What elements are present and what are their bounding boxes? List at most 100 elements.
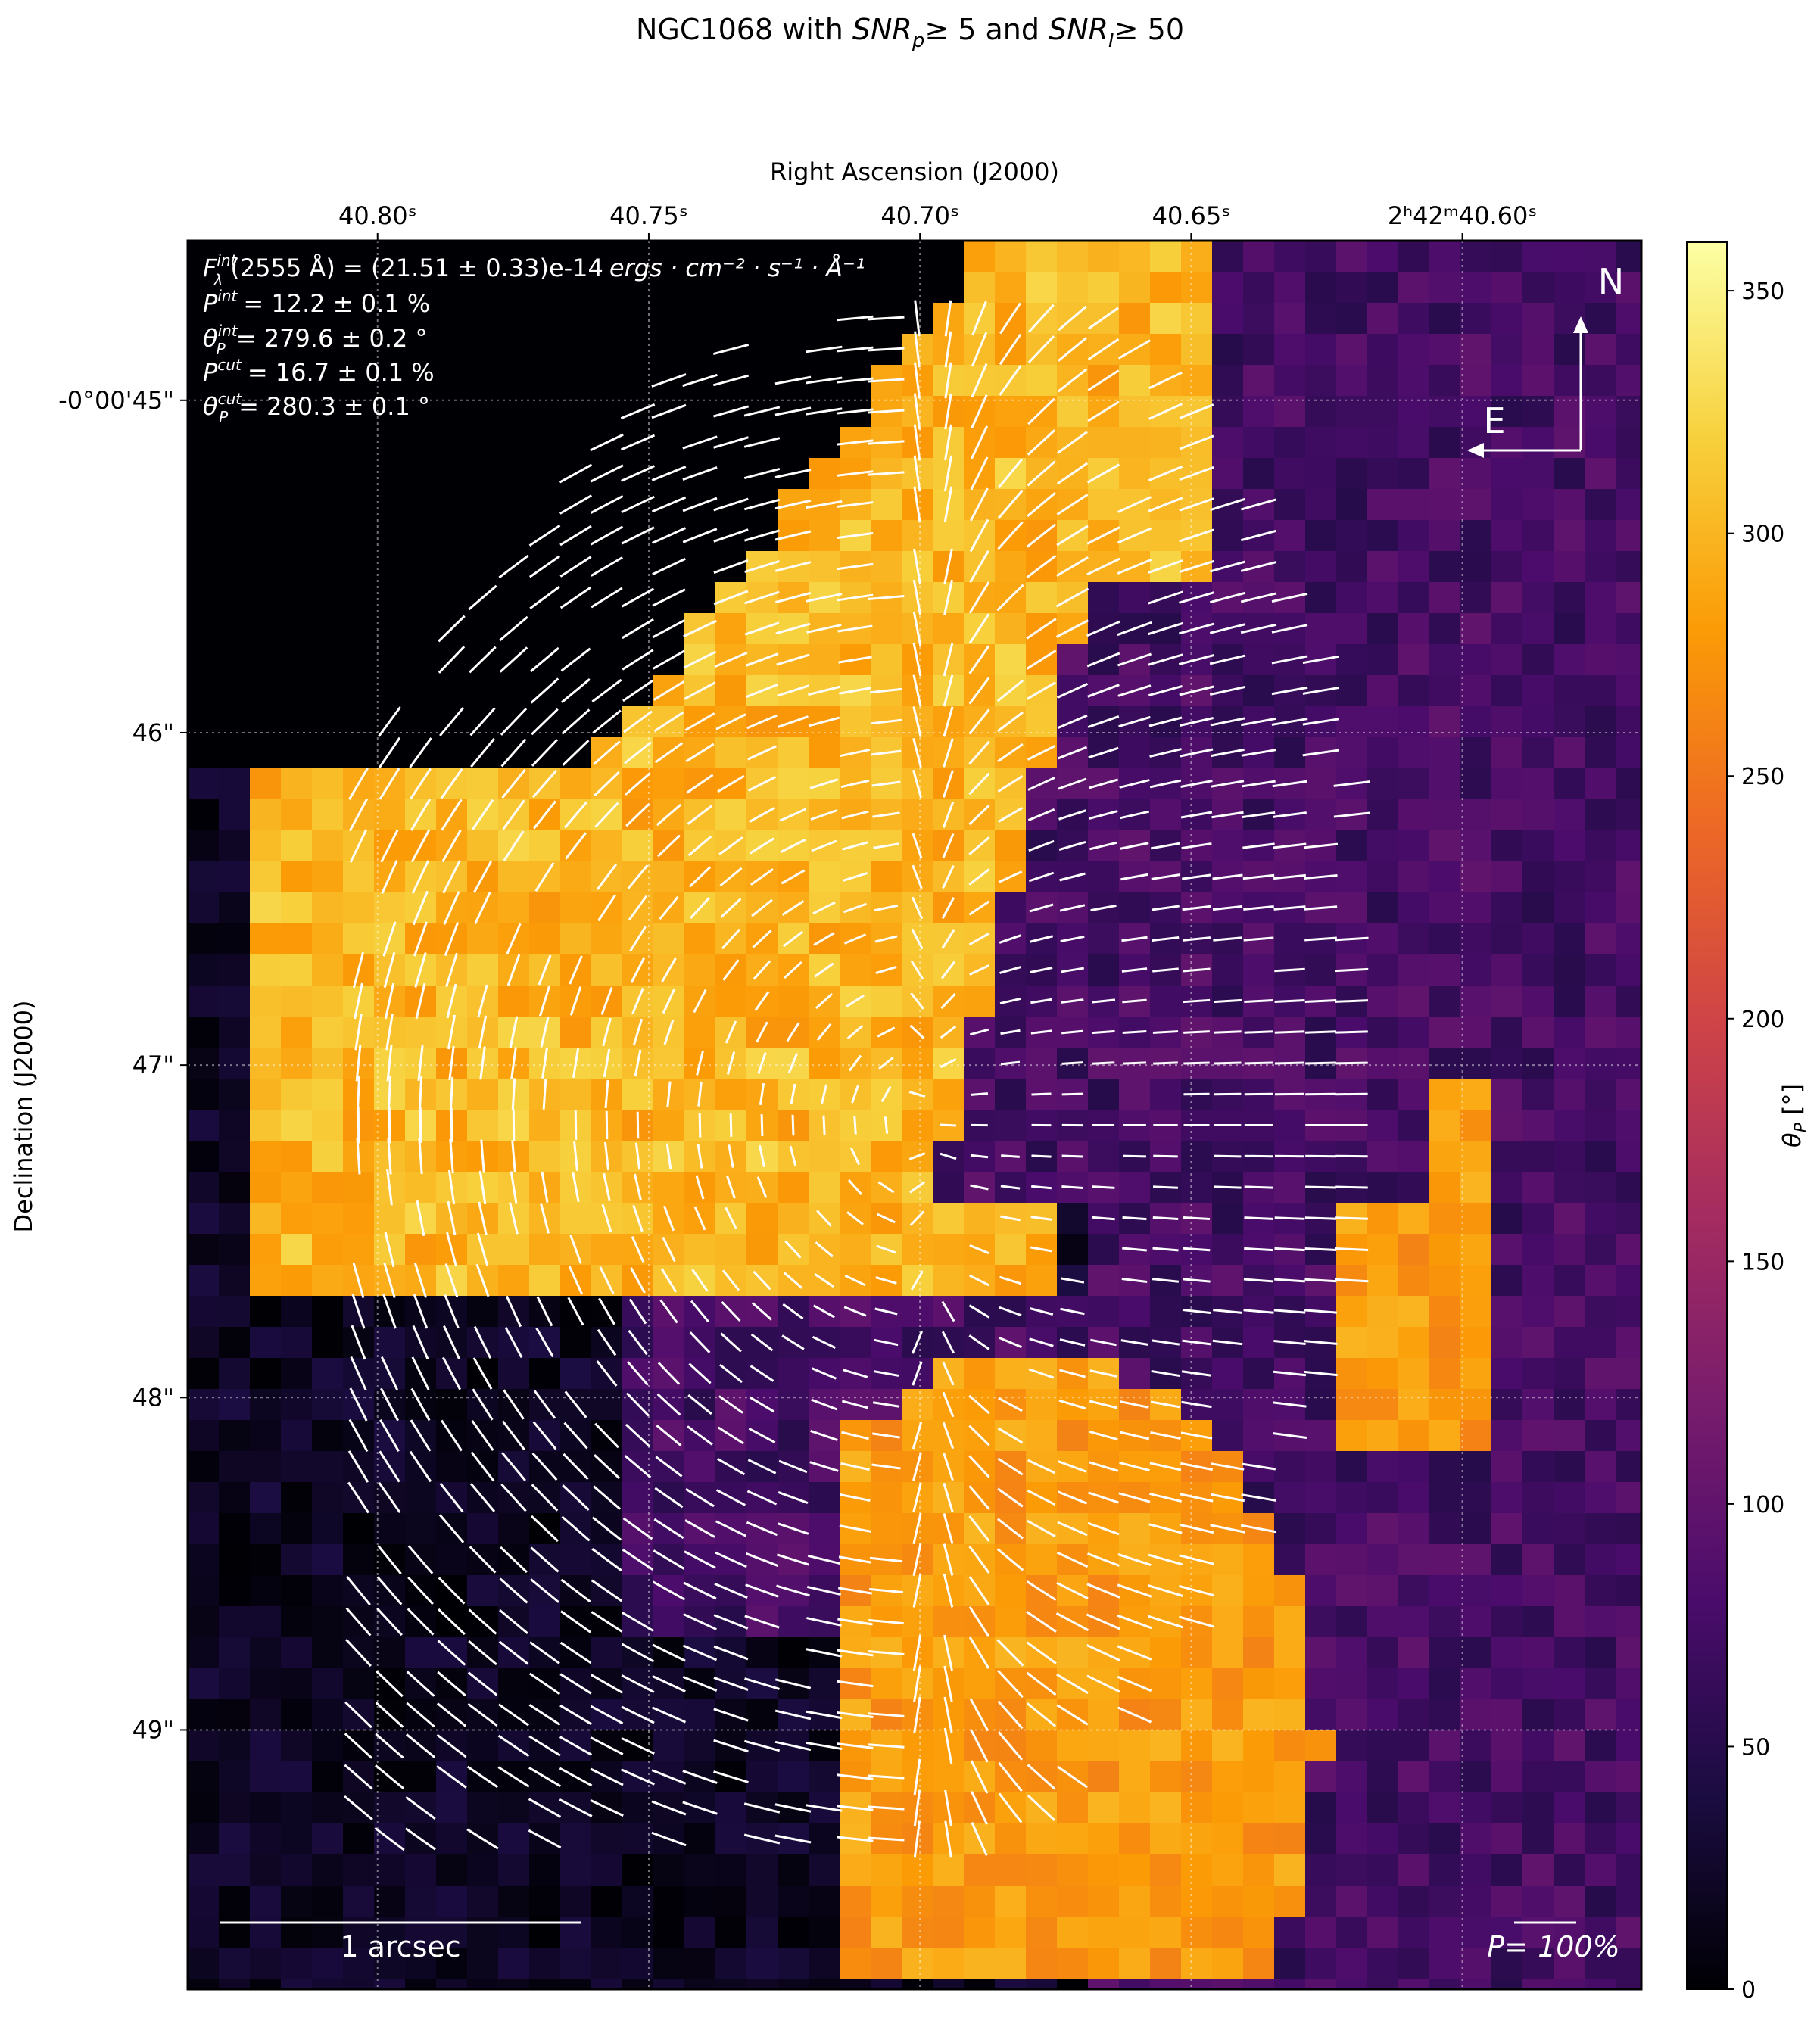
heatmap-cell bbox=[250, 1730, 281, 1761]
polarization-vector bbox=[940, 1025, 957, 1039]
p-cut-annotation: Pcut = 16.7 ± 0.1 % bbox=[203, 356, 435, 387]
heatmap-cell bbox=[250, 923, 281, 954]
polarization-vector bbox=[497, 1766, 530, 1788]
polarization-vector bbox=[1056, 1551, 1089, 1568]
polarization-vector bbox=[538, 954, 552, 986]
polarization-vector bbox=[721, 1269, 740, 1291]
heatmap-cell bbox=[902, 1048, 933, 1079]
heatmap-cell bbox=[1057, 1792, 1088, 1823]
heatmap-cell bbox=[1398, 1948, 1429, 1979]
polarization-vector bbox=[970, 1760, 989, 1794]
heatmap-cell bbox=[1429, 1203, 1460, 1234]
polarization-vector bbox=[417, 1045, 424, 1082]
heatmap-cell bbox=[1181, 1823, 1212, 1854]
heatmap-cell bbox=[560, 1823, 591, 1854]
heatmap-cell bbox=[1336, 1886, 1367, 1917]
polarization-vector bbox=[748, 1427, 776, 1444]
polarization-vector bbox=[1086, 526, 1120, 545]
heatmap-cell bbox=[1336, 1792, 1367, 1823]
heatmap-cell bbox=[1367, 1420, 1398, 1451]
polarization-vector bbox=[944, 1789, 952, 1826]
polarization-vector bbox=[809, 1461, 839, 1472]
polarization-vector bbox=[531, 708, 559, 736]
heatmap-cell bbox=[622, 1575, 653, 1606]
heatmap-cell bbox=[312, 1637, 343, 1668]
compass-east-arrowhead bbox=[1467, 443, 1484, 458]
heatmap-cell bbox=[560, 1017, 591, 1048]
polarization-vector bbox=[684, 681, 716, 700]
heatmap-cell bbox=[1585, 675, 1616, 706]
p-int-annotation: Pint = 12.2 ± 0.1 % bbox=[203, 287, 430, 318]
polarization-vector bbox=[569, 1235, 582, 1264]
polarization-vector bbox=[591, 556, 623, 577]
heatmap-cell bbox=[188, 1420, 219, 1451]
polarization-vector bbox=[868, 1805, 905, 1811]
polarization-vector bbox=[569, 986, 582, 1016]
heatmap-cell bbox=[1616, 1141, 1641, 1172]
heatmap-cell bbox=[1554, 1792, 1585, 1823]
heatmap-cell bbox=[1088, 1699, 1119, 1730]
polarization-vector bbox=[1182, 936, 1211, 942]
heatmap-cell bbox=[529, 923, 560, 954]
polarization-vector bbox=[781, 869, 806, 885]
polarization-vector bbox=[1120, 1400, 1149, 1409]
polarization-vector bbox=[562, 740, 590, 766]
heatmap-cell bbox=[312, 1389, 343, 1420]
polarization-vector bbox=[1056, 1704, 1089, 1726]
polarization-vector bbox=[1087, 684, 1120, 698]
polarization-vector bbox=[497, 1734, 530, 1758]
polarization-vector bbox=[500, 1483, 527, 1512]
polarization-vector bbox=[837, 1649, 874, 1657]
heatmap-cell bbox=[529, 1948, 560, 1979]
polarization-vector bbox=[1335, 1247, 1369, 1251]
heatmap-cell bbox=[1491, 675, 1522, 706]
heatmap-cell bbox=[1460, 1730, 1491, 1761]
polarization-vector bbox=[868, 1774, 905, 1780]
heatmap-cell bbox=[405, 1761, 436, 1792]
polarization-vector bbox=[790, 1083, 796, 1105]
heatmap-cell bbox=[1491, 1358, 1522, 1389]
x-tick-label: 40.80ˢ bbox=[338, 201, 417, 230]
polarization-vector bbox=[968, 772, 990, 796]
polarization-vector bbox=[940, 1152, 957, 1160]
polarization-vector bbox=[759, 1082, 765, 1106]
polarization-vector bbox=[1121, 967, 1148, 973]
polarization-vector bbox=[914, 362, 921, 399]
heatmap-cell bbox=[1522, 613, 1554, 644]
polarization-vector bbox=[531, 1515, 559, 1543]
heatmap-cell bbox=[1616, 1017, 1641, 1048]
heatmap-cell bbox=[281, 1730, 312, 1761]
polarization-vector bbox=[713, 497, 749, 512]
polarization-vector bbox=[1086, 1552, 1120, 1567]
heatmap-cell bbox=[1429, 582, 1460, 613]
polarization-vector bbox=[653, 1518, 684, 1540]
vector-scale: P= 100% bbox=[1487, 1921, 1620, 1963]
heatmap-cell bbox=[1367, 1948, 1398, 1979]
polarization-vector bbox=[777, 684, 809, 697]
heatmap-cell bbox=[1554, 1637, 1585, 1668]
polarization-vector bbox=[912, 1361, 923, 1386]
heatmap-cell bbox=[467, 1917, 498, 1948]
heatmap-cell bbox=[1460, 1575, 1491, 1606]
heatmap-cell bbox=[1274, 365, 1305, 396]
heatmap-cell bbox=[1398, 1606, 1429, 1637]
y-tick-label: 48" bbox=[132, 1383, 174, 1412]
heatmap-cell bbox=[1243, 644, 1274, 675]
heatmap-cell bbox=[219, 1792, 250, 1823]
polarization-vector bbox=[1092, 1185, 1115, 1189]
polarization-vector bbox=[596, 1360, 618, 1387]
polarization-vector bbox=[594, 1422, 619, 1449]
polarization-vector bbox=[1086, 557, 1120, 576]
heatmap-cell bbox=[1274, 1917, 1305, 1948]
heatmap-cell bbox=[809, 1048, 840, 1079]
polarization-vector bbox=[528, 1798, 562, 1818]
heatmap-cell bbox=[1305, 582, 1336, 613]
polarization-vector bbox=[603, 1141, 610, 1171]
heatmap-cell bbox=[1367, 520, 1398, 551]
polarization-vector bbox=[1243, 1278, 1274, 1283]
heatmap-cell bbox=[1088, 954, 1119, 986]
y-tick-label: 46" bbox=[132, 718, 174, 747]
heatmap-cell bbox=[653, 1979, 684, 1989]
heatmap-cell bbox=[436, 1389, 467, 1420]
